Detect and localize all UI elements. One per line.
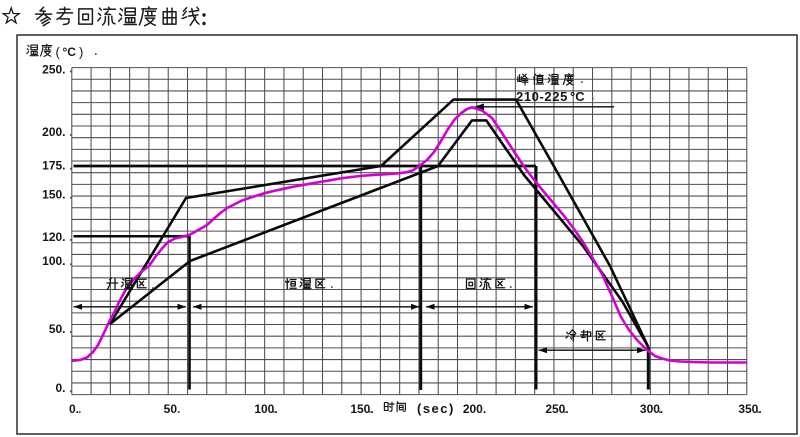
svg-text:0.: 0. [69, 402, 79, 416]
svg-text:150.: 150. [350, 402, 373, 416]
svg-text:350.: 350. [738, 402, 761, 416]
svg-text:250.: 250. [545, 402, 568, 416]
svg-text:120.: 120. [42, 230, 65, 244]
svg-text:200.: 200. [463, 402, 486, 416]
svg-text:100.: 100. [42, 254, 65, 268]
svg-text:(: ( [56, 45, 61, 60]
svg-text:0.: 0. [55, 381, 65, 395]
svg-text:°C: °C [570, 89, 585, 104]
svg-text:): ) [79, 45, 83, 60]
svg-text:(sec): (sec) [417, 401, 455, 416]
svg-text:150.: 150. [42, 188, 65, 202]
svg-text:50.: 50. [49, 322, 66, 336]
svg-text:200.: 200. [42, 125, 65, 139]
svg-text:250.: 250. [42, 63, 65, 77]
svg-text:°C: °C [63, 45, 77, 59]
svg-text:100.: 100. [254, 402, 277, 416]
svg-text:300.: 300. [640, 402, 663, 416]
svg-text:210-225: 210-225 [516, 89, 568, 104]
svg-text:50.: 50. [164, 402, 181, 416]
svg-text:175.: 175. [42, 159, 65, 173]
